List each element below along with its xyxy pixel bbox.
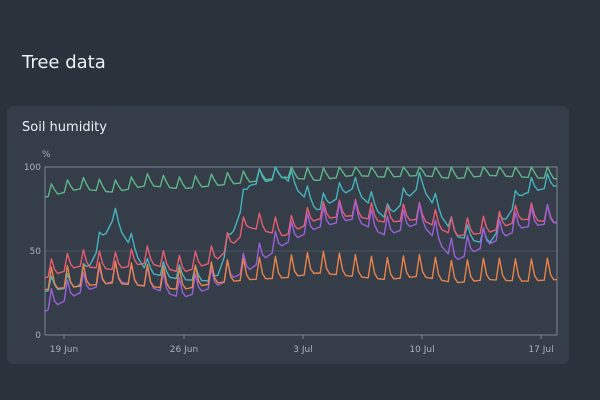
series-line [44,198,558,279]
y-tick-label: 50 [30,247,42,257]
x-tick-label: 17 Jul [528,345,553,355]
x-tick-label: 19 Jun [50,345,78,355]
series-line [44,200,558,313]
page-title: Tree data [22,52,106,73]
x-tick-label: 3 Jul [293,345,312,355]
soil-humidity-card: Soil humidity [7,106,569,364]
series-line [44,166,558,198]
y-axis-unit: % [42,150,51,160]
y-tick-label: 0 [35,331,41,341]
y-tick-label: 100 [24,163,41,173]
card-title: Soil humidity [22,120,107,135]
series-line [44,250,558,291]
x-tick-label: 26 Jun [170,345,198,355]
x-tick-label: 10 Jul [409,345,434,355]
series-line [44,166,558,292]
